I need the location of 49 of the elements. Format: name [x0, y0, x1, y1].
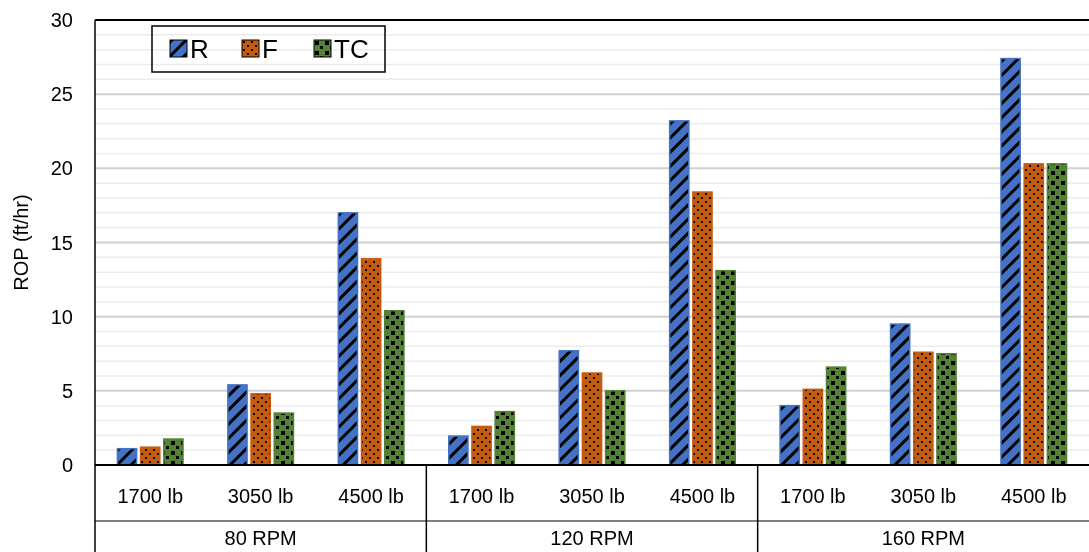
bar [448, 435, 469, 466]
bar [692, 191, 713, 466]
legend-label: TC [334, 34, 369, 64]
x-tick-label: 1700 lb [780, 485, 846, 507]
x-tick-label: 4500 lb [669, 485, 736, 507]
text: 80 RPM [224, 527, 297, 549]
y-tick-label: 0 [61, 454, 73, 476]
bar [360, 258, 382, 466]
bar [912, 351, 934, 466]
bar [936, 353, 957, 466]
bar [715, 269, 736, 466]
bar [1046, 163, 1068, 466]
bar [139, 446, 161, 466]
x-tick-label: 1700 lb [448, 485, 515, 507]
bar [558, 350, 580, 466]
bar [889, 323, 911, 466]
x-tick-label: 3050 lb [227, 485, 294, 507]
bar [383, 309, 405, 466]
x-tick-label: 4500 lb [338, 485, 404, 507]
bar [227, 384, 248, 466]
legend-label: R [190, 34, 209, 64]
y-tick-label: 10 [50, 305, 73, 328]
y-axis-title: ROP (ft/hr) [10, 194, 32, 291]
bar [604, 390, 626, 466]
bar [825, 366, 847, 466]
y-tick-label: 20 [50, 157, 73, 180]
bar [471, 425, 492, 466]
bar [273, 412, 295, 466]
y-tick-label: 25 [50, 83, 73, 106]
bar [250, 393, 272, 466]
bar [494, 410, 516, 466]
x-tick-label: 1700 lb [117, 485, 184, 507]
bar [1000, 57, 1021, 466]
x-tick-label: 3050 lb [890, 485, 957, 507]
bar [163, 438, 184, 466]
bar [779, 404, 801, 466]
text: 120 RPM [550, 527, 634, 549]
x-tick-label: 4500 lb [1000, 485, 1067, 507]
x-tick-label: 3050 lb [559, 485, 625, 507]
bar [337, 212, 359, 466]
y-tick-label: 5 [61, 379, 73, 402]
legend-label: F [262, 34, 278, 64]
bar [581, 372, 603, 466]
y-tick-label: 30 [50, 9, 73, 31]
y-tick-label: 15 [50, 231, 73, 254]
bar [668, 120, 690, 466]
text: 160 RPM [881, 527, 966, 549]
bar [1023, 163, 1045, 466]
bar [802, 388, 824, 466]
